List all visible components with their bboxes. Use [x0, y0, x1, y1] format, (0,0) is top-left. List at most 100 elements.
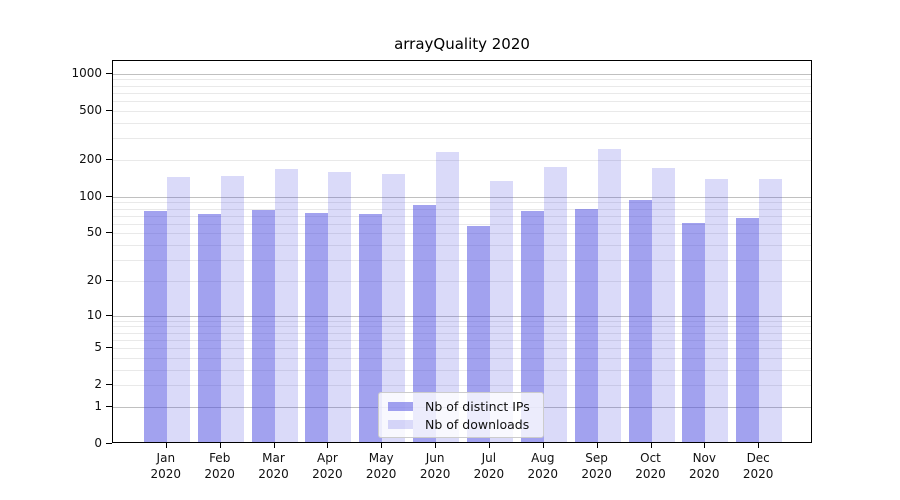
bar-nb-of-distinct-ips-jan [143, 210, 167, 442]
y-tick-label-1: 1 [94, 398, 102, 413]
y-tick-label-200: 200 [79, 151, 102, 166]
legend-swatch-downloads [388, 419, 413, 429]
bar-nb-of-downloads-aug [543, 167, 567, 442]
bar-nb-of-distinct-ips-oct [628, 200, 652, 442]
bar-nb-of-downloads-jul [489, 181, 513, 442]
bar-nb-of-distinct-ips-jun [413, 205, 437, 442]
y-tick-10 [106, 314, 112, 316]
gridline-minor-3 [113, 369, 811, 371]
legend: Nb of distinct IPs Nb of downloads [378, 392, 544, 438]
y-tick-label-5: 5 [94, 340, 102, 354]
gridline-minor-2 [113, 385, 811, 387]
bar-nb-of-downloads-jun [436, 151, 460, 442]
x-tick-nov [704, 443, 706, 448]
bar-nb-of-distinct-ips-jul [466, 226, 490, 442]
bar-nb-of-downloads-nov [705, 179, 729, 442]
bar-nb-of-distinct-ips-sep [574, 209, 598, 442]
y-tick-label-50: 50 [86, 225, 102, 240]
bar-nb-of-distinct-ips-mar [251, 209, 275, 442]
y-tick-label-10: 10 [86, 307, 102, 322]
y-tick-5 [106, 347, 112, 348]
x-tick-may [381, 443, 383, 448]
bar-nb-of-downloads-sep [597, 149, 621, 442]
gridline-minor-5 [113, 348, 811, 349]
y-tick-500 [106, 109, 112, 111]
gridline-minor-7 [113, 332, 811, 334]
bar-nb-of-downloads-mar [274, 168, 298, 442]
gridline-minor-20 [113, 280, 811, 282]
x-tick-oct [650, 443, 652, 448]
gridline-minor-900 [113, 79, 811, 81]
y-tick-200 [106, 158, 112, 160]
legend-item-distinct-ips: Nb of distinct IPs [388, 398, 535, 414]
x-tick-apr [327, 443, 329, 448]
y-tick-1 [106, 405, 112, 407]
bar-nb-of-distinct-ips-aug [520, 210, 544, 442]
x-tick-jan [165, 443, 167, 448]
chart-title: arrayQuality 2020 [394, 35, 530, 53]
x-tick-label-mar: Mar 2020 [258, 451, 289, 481]
gridline-minor-60 [113, 223, 811, 225]
gridline-minor-200 [113, 159, 811, 161]
bar-nb-of-distinct-ips-dec [736, 218, 760, 442]
x-tick-label-jul: Jul 2020 [473, 451, 505, 481]
plot-area [112, 60, 812, 443]
gridline-minor-8 [113, 326, 811, 328]
y-tick-20 [106, 279, 112, 281]
gridline-major-1000 [113, 73, 811, 75]
gridline-minor-4 [113, 357, 811, 359]
x-tick-label-aug: Aug 2020 [527, 451, 559, 481]
y-tick-0 [106, 443, 112, 444]
x-tick-label-apr: Apr 2020 [312, 451, 343, 481]
bar-nb-of-downloads-feb [220, 176, 244, 442]
bar-nb-of-downloads-may [382, 174, 406, 442]
legend-label-downloads: Nb of downloads [425, 416, 530, 432]
y-tick-label-500: 500 [79, 102, 102, 117]
gridline-minor-500 [113, 110, 811, 112]
x-tick-aug [542, 443, 544, 448]
gridline-minor-400 [113, 122, 811, 124]
x-tick-jun [435, 443, 437, 448]
y-tick-label-20: 20 [86, 272, 102, 287]
bar-nb-of-distinct-ips-feb [197, 214, 221, 442]
y-tick-label-100: 100 [79, 188, 102, 203]
x-tick-label-jun: Jun 2020 [419, 451, 451, 481]
legend-swatch-distinct-ips [388, 401, 413, 411]
gridline-minor-300 [113, 138, 811, 140]
x-tick-label-nov: Nov 2020 [689, 451, 720, 481]
x-tick-label-oct: Oct 2020 [635, 451, 666, 481]
x-tick-jul [488, 443, 490, 448]
x-tick-label-feb: Feb 2020 [204, 451, 235, 481]
gridline-minor-40 [113, 245, 811, 246]
gridline-minor-700 [113, 92, 811, 94]
y-tick-label-1000: 1000 [71, 65, 102, 80]
y-tick-100 [106, 195, 112, 197]
x-tick-sep [596, 443, 598, 448]
x-tick-label-jan: Jan 2020 [150, 451, 182, 481]
gridline-minor-30 [113, 260, 811, 261]
legend-label-distinct-ips: Nb of distinct IPs [425, 398, 530, 414]
gridline-minor-800 [113, 85, 811, 87]
bar-nb-of-downloads-jan [166, 176, 190, 442]
y-tick-label-0: 0 [94, 436, 102, 450]
gridline-minor-50 [113, 233, 811, 235]
gridline-major-100 [113, 196, 811, 198]
gridline-major-10 [113, 315, 811, 317]
y-tick-1000 [106, 72, 112, 74]
x-tick-dec [758, 443, 760, 448]
bar-nb-of-distinct-ips-may [359, 214, 383, 442]
x-tick-label-may: May 2020 [365, 451, 397, 481]
x-tick-mar [273, 443, 275, 448]
gridline-minor-9 [113, 320, 811, 322]
legend-item-downloads: Nb of downloads [388, 416, 535, 432]
y-tick-label-2: 2 [94, 377, 102, 392]
gridline-minor-600 [113, 101, 811, 103]
gridline-minor-70 [113, 215, 811, 217]
gridline-minor-80 [113, 208, 811, 210]
x-tick-label-sep: Sep 2020 [581, 451, 612, 481]
bar-nb-of-downloads-dec [759, 178, 783, 442]
gridline-minor-90 [113, 202, 811, 204]
y-tick-2 [106, 384, 112, 386]
y-tick-50 [106, 232, 112, 234]
